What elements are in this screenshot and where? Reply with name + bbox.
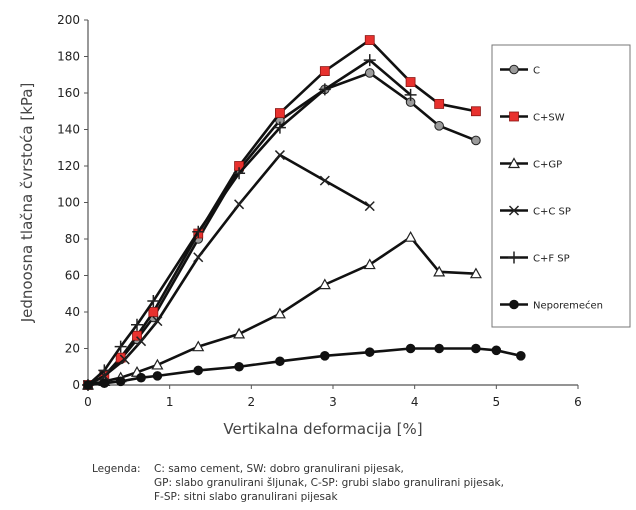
data-point	[234, 361, 244, 372]
data-point	[152, 316, 163, 327]
data-point	[319, 66, 330, 76]
x-tick-label: 6	[574, 395, 582, 409]
legend-note-text: C: samo cement, SW: dobro granulirani pi…	[154, 462, 614, 504]
x-axis-title: Vertikalna deformacija [%]	[223, 420, 422, 438]
data-point	[405, 77, 416, 87]
legend-marker	[509, 111, 519, 122]
data-point	[136, 336, 147, 347]
data-point	[132, 330, 142, 341]
y-tick-label: 200	[57, 13, 80, 27]
data-point	[364, 201, 375, 212]
data-point	[136, 372, 146, 383]
legend-label: C	[533, 66, 540, 77]
data-point	[193, 252, 204, 263]
legend-marker	[507, 157, 521, 169]
data-point	[234, 199, 245, 210]
data-point	[273, 307, 286, 319]
legend-marker	[508, 205, 520, 216]
data-point	[364, 35, 375, 45]
data-point	[233, 327, 246, 339]
data-point	[364, 68, 375, 78]
data-point	[83, 380, 93, 390]
legend-frame	[491, 44, 631, 328]
data-point	[319, 175, 330, 186]
chart: 0 20 40 60 80 100 120 140 160 180 200 0 1 2 3 4 5 6 Vertik…	[18, 13, 631, 438]
y-tick-label: 20	[65, 342, 80, 356]
data-point	[98, 364, 111, 377]
data-point	[516, 351, 526, 361]
legend-marker	[509, 299, 519, 310]
data-point	[275, 356, 285, 367]
x-tick-label: 4	[411, 395, 419, 409]
y-tick-label: 80	[65, 232, 80, 246]
chart-axes: 0 20 40 60 80 100 120 140 160 180 200 0 1 2 3 4 5 6 Vertik…	[18, 13, 582, 438]
y-tick-label: 180	[57, 50, 80, 64]
data-point	[119, 354, 130, 365]
data-point	[491, 345, 502, 356]
data-point	[471, 106, 481, 117]
x-tick-label: 5	[493, 395, 501, 409]
x-tick-label: 3	[329, 395, 337, 409]
x-tick-label: 0	[84, 395, 92, 409]
legend-marker	[508, 251, 520, 264]
data-point	[318, 278, 331, 290]
y-tick-label: 120	[57, 159, 80, 173]
y-tick-label: 140	[57, 123, 80, 137]
y-tick-label: 40	[65, 305, 80, 319]
y-tick-label: 60	[65, 269, 80, 283]
legend-label: Neporemećen	[533, 300, 603, 312]
legend-label: C+GP	[533, 160, 562, 171]
legend-label: C+C SP	[533, 207, 571, 218]
data-point	[192, 340, 205, 352]
data-point	[148, 307, 159, 317]
data-point	[405, 343, 416, 354]
series-c-sw	[83, 35, 481, 390]
legend-label: C+SW	[533, 113, 565, 124]
data-point	[404, 230, 417, 242]
data-point	[364, 347, 375, 357]
data-point	[320, 351, 330, 361]
data-point	[363, 258, 376, 270]
data-point	[471, 343, 481, 354]
chart-legend: C C+SW C+GP C+C SP C+F SP Neporemećen	[491, 44, 631, 328]
legend-note-line: GP: slabo granulirani šljunak, C-SP: gru…	[154, 477, 504, 489]
y-tick-label: 160	[57, 86, 80, 100]
data-point	[469, 267, 482, 279]
legend-note-line: C: samo cement, SW: dobro granulirani pi…	[154, 463, 404, 475]
legend-marker	[509, 64, 519, 75]
series-line	[87, 153, 371, 387]
data-point	[318, 83, 331, 96]
series-neporeme-en	[83, 343, 526, 390]
data-point	[275, 108, 285, 118]
data-point	[363, 54, 376, 67]
data-point	[131, 318, 143, 331]
data-point	[233, 167, 246, 180]
data-point	[434, 343, 444, 354]
legend-note: Legenda: C: samo cement, SW: dobro granu…	[92, 462, 622, 504]
legend-note-label: Legenda:	[92, 463, 141, 475]
data-point	[274, 150, 285, 161]
data-point	[471, 135, 481, 146]
y-axis-title: Jednoosna tlačna čvrstoća [kPa]	[18, 83, 36, 324]
data-point	[434, 121, 444, 131]
y-tick-label: 100	[57, 196, 80, 210]
data-point	[433, 265, 446, 277]
data-point	[152, 371, 163, 381]
legend-note-line: F-SP: sitni slabo granulirani pijesak	[154, 491, 338, 503]
chart-series-group	[81, 35, 526, 391]
data-point	[151, 358, 164, 370]
x-tick-label: 1	[166, 395, 174, 409]
data-point	[114, 340, 127, 353]
data-point	[273, 121, 286, 134]
data-point	[147, 295, 160, 308]
legend-label: C+F SP	[533, 254, 570, 265]
data-point	[434, 99, 445, 109]
y-tick-label: 0	[72, 378, 80, 392]
data-point	[404, 88, 417, 101]
data-point	[99, 378, 110, 388]
data-point	[192, 225, 205, 238]
data-point	[193, 365, 204, 376]
x-tick-label: 2	[248, 395, 256, 409]
data-point	[115, 376, 126, 387]
